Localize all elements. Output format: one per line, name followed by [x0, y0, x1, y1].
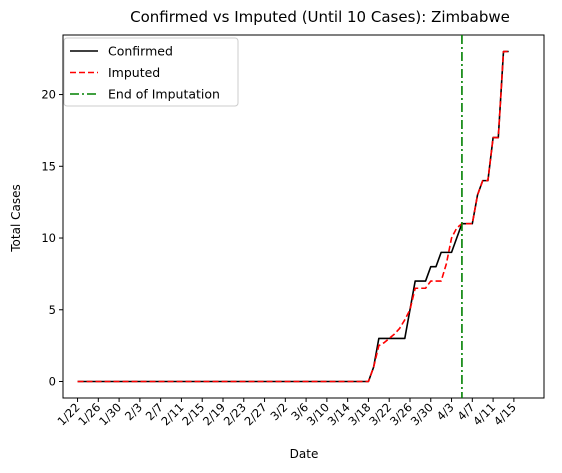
y-tick-label: 15: [41, 159, 56, 173]
y-tick-label: 0: [49, 375, 56, 389]
legend-label: Confirmed: [108, 44, 173, 59]
y-tick-label: 10: [41, 231, 56, 245]
x-tick-label: 3/2: [267, 400, 290, 423]
legend-label: End of Imputation: [108, 87, 220, 102]
y-tick-label: 5: [49, 303, 56, 317]
x-tick-label: 3/30: [408, 400, 436, 428]
legend: Confirmed Imputed End of Imputation: [63, 37, 239, 107]
y-axis-label: Total Cases: [9, 184, 23, 252]
x-tick-label: 2/27: [242, 400, 270, 428]
x-axis-label: Date: [290, 447, 319, 461]
chart-title: Confirmed vs Imputed (Until 10 Cases): Z…: [130, 8, 510, 26]
x-tick-label: 2/3: [122, 400, 145, 423]
x-tick-label: 1/30: [96, 400, 124, 428]
series-imputed-line: [77, 50, 509, 383]
x-tick-label: 4/15: [491, 400, 519, 428]
x-tick-label: 4/3: [434, 400, 457, 423]
y-tick-label: 20: [41, 88, 56, 102]
plot-area-frame: [62, 34, 545, 399]
legend-box: [63, 37, 239, 107]
legend-label: Imputed: [108, 65, 160, 80]
